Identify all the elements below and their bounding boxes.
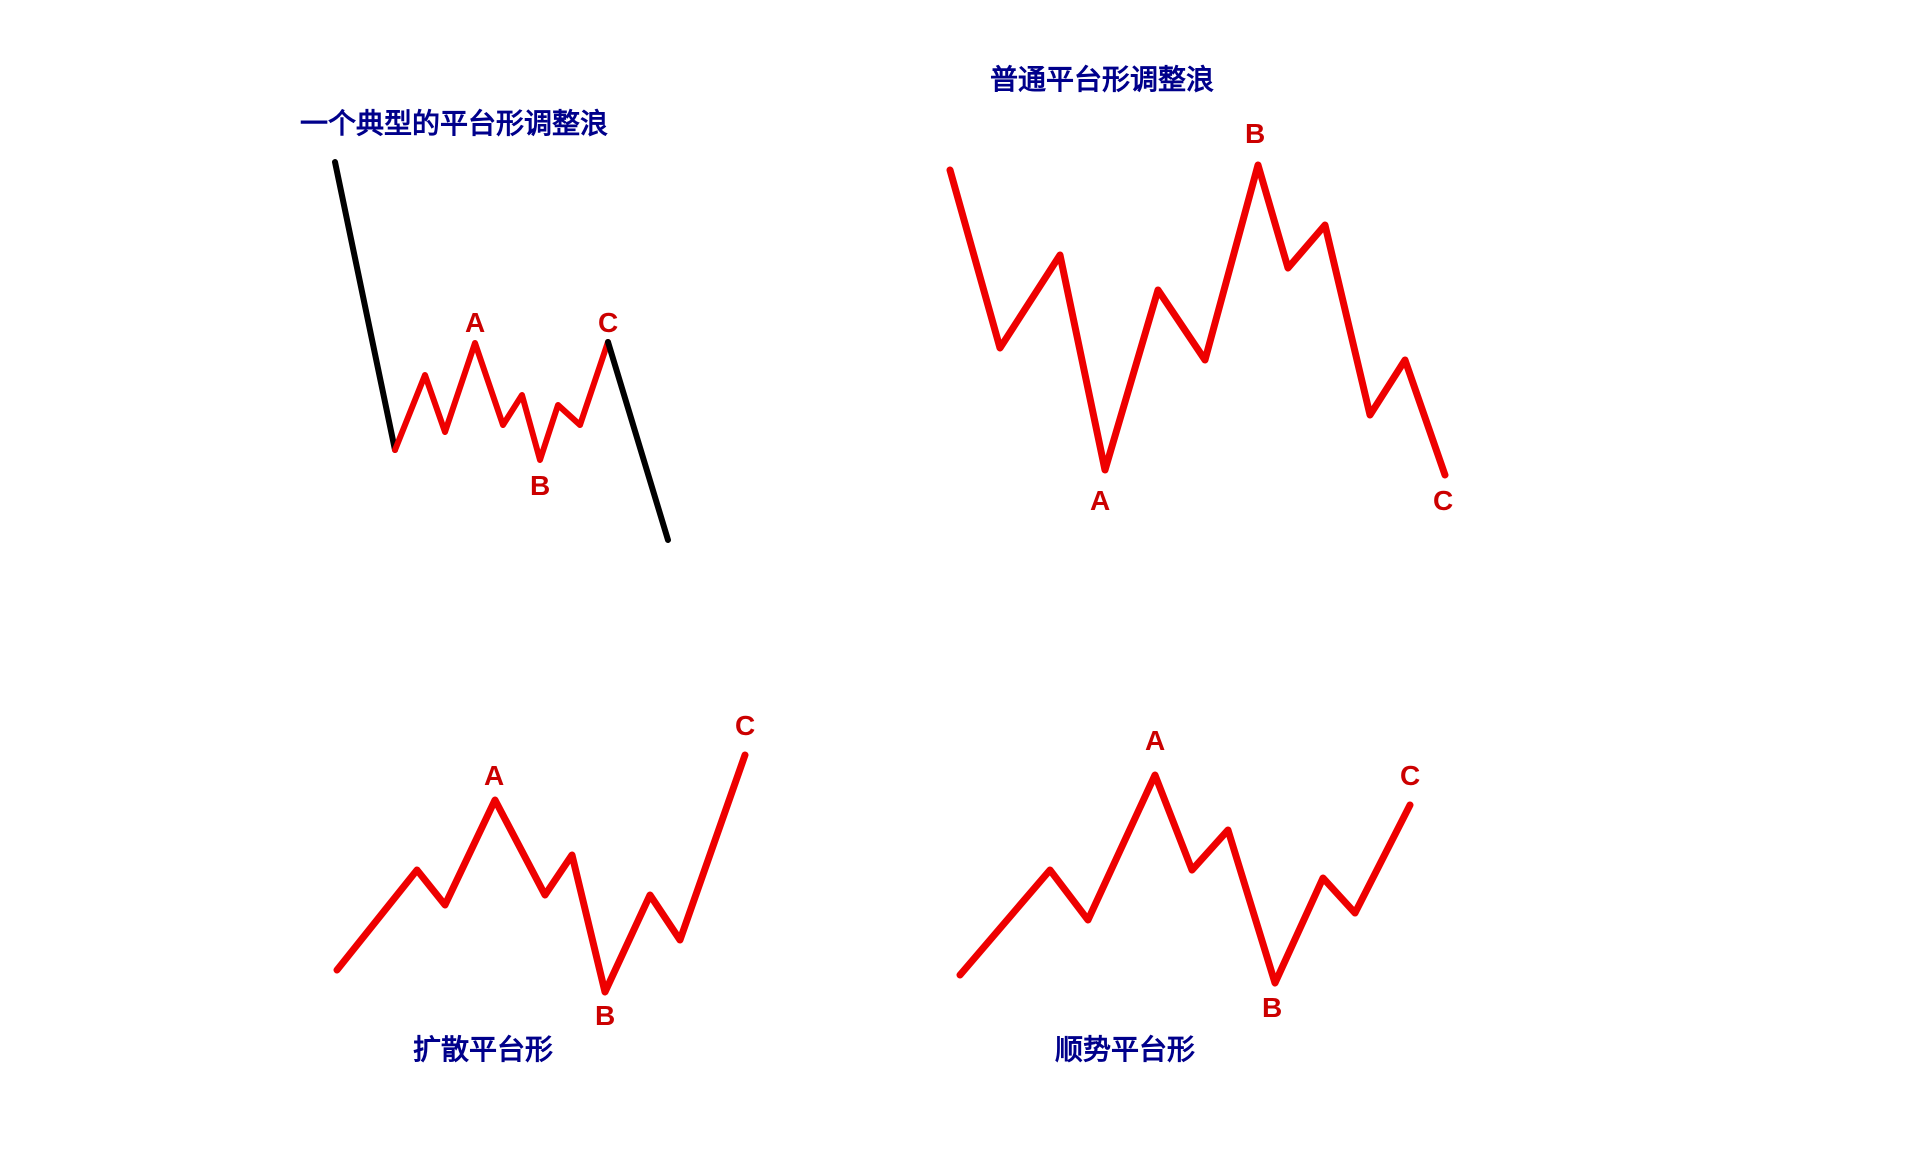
- chart2-title: 普通平台形调整浪: [990, 58, 1214, 98]
- diagram-canvas: 一个典型的平台形调整浪 A B C 普通平台形调整浪 A B C 扩散平台形 A B C 顺势平台形 A B…: [0, 0, 1926, 1157]
- chart3-mark-A: A: [484, 760, 504, 792]
- chart3-mark-C: C: [735, 710, 755, 742]
- chart2-mark-C: C: [1433, 485, 1453, 517]
- chart1-mark-B: B: [530, 470, 550, 502]
- chart1-mark-A: A: [465, 307, 485, 339]
- chart1-mark-C: C: [598, 307, 618, 339]
- chart1-path-2: [608, 342, 668, 540]
- chart1-path-1: [395, 342, 608, 460]
- chart3-mark-B: B: [595, 1000, 615, 1032]
- chart3-path-0: [337, 755, 745, 992]
- chart4-mark-A: A: [1145, 725, 1165, 757]
- chart4-path-0: [960, 775, 1410, 983]
- chart2-mark-A: A: [1090, 485, 1110, 517]
- chart3-title: 扩散平台形: [413, 1028, 553, 1068]
- chart2-mark-B: B: [1245, 118, 1265, 150]
- chart4-title: 顺势平台形: [1055, 1028, 1195, 1068]
- chart1-path-0: [335, 162, 395, 450]
- chart1-title: 一个典型的平台形调整浪: [300, 102, 608, 142]
- chart4-mark-B: B: [1262, 992, 1282, 1024]
- diagram-svg: [0, 0, 1926, 1157]
- chart4-mark-C: C: [1400, 760, 1420, 792]
- chart2-path-0: [950, 165, 1445, 475]
